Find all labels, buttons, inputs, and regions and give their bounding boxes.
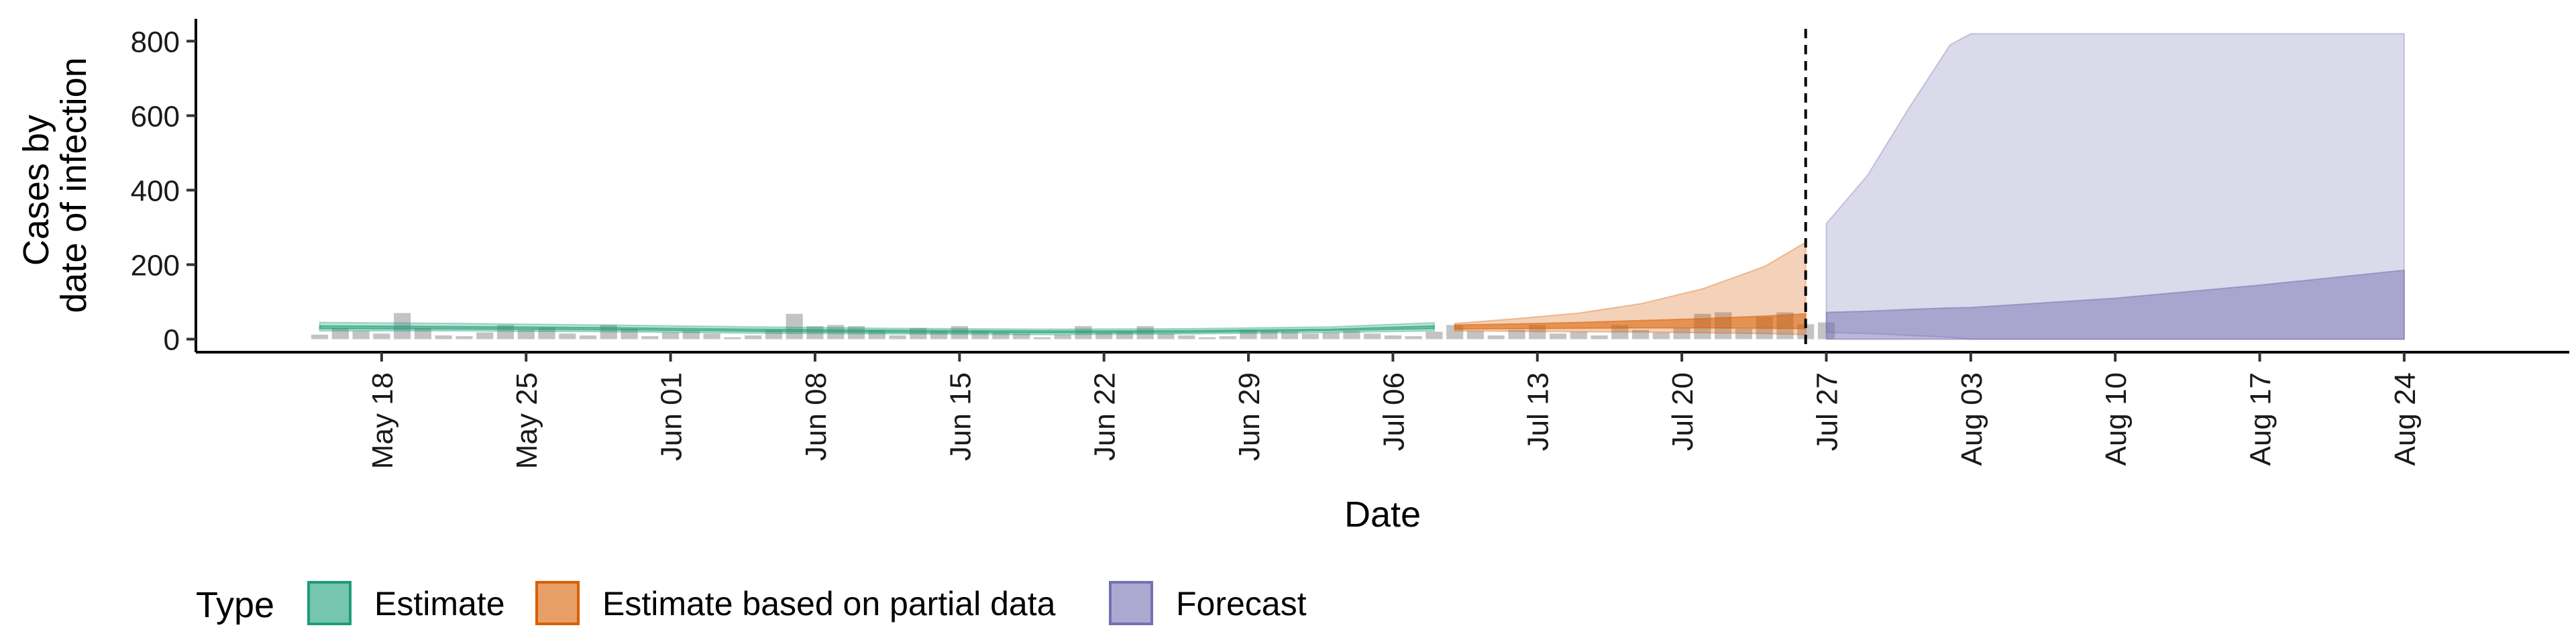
legend-title: Type bbox=[196, 585, 274, 625]
reported-cases-bar bbox=[1178, 335, 1195, 339]
legend-key-estimate-based-on-partial-data bbox=[535, 581, 580, 625]
y-tick-label: 400 bbox=[131, 174, 180, 207]
reported-cases-bar bbox=[661, 332, 680, 339]
reported-cases-bar bbox=[1735, 329, 1753, 339]
reported-cases-bar bbox=[641, 336, 659, 339]
reported-cases-bar bbox=[1157, 333, 1175, 339]
y-axis-title-line-2: date of infection bbox=[54, 57, 94, 313]
estimate-inner-band bbox=[319, 325, 1435, 334]
reported-cases-bar bbox=[703, 333, 720, 339]
reported-cases-bar bbox=[1673, 327, 1690, 339]
reported-cases-bar bbox=[992, 332, 1010, 339]
reported-cases-bar bbox=[352, 331, 370, 339]
reported-cases-bar bbox=[1364, 333, 1381, 339]
reported-cases-bar bbox=[373, 333, 390, 339]
axes bbox=[195, 19, 2569, 354]
reported-cases-bar bbox=[435, 335, 452, 339]
legend-label-forecast: Forecast bbox=[1176, 585, 1307, 623]
x-tick-label: Aug 10 bbox=[2100, 372, 2133, 466]
x-tick-label: Jun 29 bbox=[1233, 372, 1266, 461]
reported-cases-bar bbox=[1054, 334, 1071, 339]
y-tick-label: 600 bbox=[131, 100, 180, 133]
reported-cases-bar bbox=[517, 329, 535, 339]
reported-cases-bar bbox=[1301, 333, 1319, 339]
reported-cases-bar bbox=[786, 313, 803, 339]
reported-cases-bar bbox=[724, 337, 741, 339]
reported-cases-bar bbox=[311, 334, 329, 339]
x-tick-label: Jul 13 bbox=[1522, 372, 1555, 451]
x-tick-label: Jun 08 bbox=[800, 372, 833, 461]
reported-cases-bar bbox=[579, 335, 597, 339]
reported-cases-bar bbox=[455, 336, 473, 339]
y-axis-title: Cases by date of infection bbox=[16, 57, 94, 313]
reported-cases-bar bbox=[1466, 331, 1485, 339]
reported-cases-bar bbox=[1095, 332, 1113, 339]
legend-key-forecast bbox=[1109, 581, 1153, 625]
reported-cases-bar bbox=[331, 327, 349, 339]
legend-label-estimate-based-on-partial-data: Estimate based on partial data bbox=[602, 585, 1056, 623]
y-tick-label: 800 bbox=[131, 25, 180, 58]
x-tick-label: Jul 27 bbox=[1811, 372, 1843, 451]
reported-cases-bar bbox=[1405, 336, 1422, 339]
reported-cases-bar bbox=[1322, 332, 1340, 339]
x-tick-label: May 18 bbox=[366, 372, 399, 469]
reported-cases-bar bbox=[1219, 336, 1236, 339]
reported-cases-bar bbox=[1508, 329, 1525, 339]
x-tick-label: Aug 03 bbox=[1955, 372, 1988, 466]
x-tick-label: Jun 22 bbox=[1089, 372, 1122, 461]
reported-cases-bar bbox=[1198, 337, 1216, 339]
reported-cases-bar bbox=[1591, 335, 1608, 339]
estimate-based-on-partial-data-outer-band bbox=[1454, 241, 1807, 335]
reported-cases-bar bbox=[1384, 335, 1401, 339]
x-tick-label: Jun 01 bbox=[655, 372, 688, 461]
y-tick-label: 200 bbox=[131, 250, 180, 282]
x-tick-label: Aug 24 bbox=[2389, 372, 2422, 466]
reported-cases-bar bbox=[1116, 331, 1134, 339]
x-axis-title: Date bbox=[1344, 494, 1421, 535]
reported-cases-bar bbox=[1281, 331, 1299, 339]
reported-cases-bar bbox=[1343, 331, 1360, 339]
x-axis-ticks: May 18 May 25 Jun 01 Jun 08 Jun 15 Jun 22 Jun … bbox=[366, 352, 2422, 469]
reported-cases-bar bbox=[1549, 333, 1567, 339]
reported-cases-bar bbox=[476, 332, 494, 339]
legend-items: Estimate Estimate based on partial data Fo… bbox=[307, 581, 1307, 625]
x-tick-label: Aug 17 bbox=[2245, 372, 2277, 466]
reported-cases-bar bbox=[1487, 335, 1505, 339]
legend-label-estimate: Estimate bbox=[374, 585, 505, 623]
x-tick-label: Jun 15 bbox=[944, 372, 977, 461]
reported-cases-bar bbox=[1012, 333, 1030, 339]
reported-cases-bar bbox=[559, 333, 576, 339]
legend-key-estimate bbox=[307, 581, 352, 625]
forecast-inner-band bbox=[1825, 269, 2405, 340]
reported-cases-bar bbox=[1631, 329, 1650, 339]
y-axis-ticks: 0 200 400 600 800 bbox=[131, 25, 196, 357]
reported-cases-bar bbox=[1033, 337, 1051, 339]
estimate-based-on-partial-data-inner-band bbox=[1454, 313, 1807, 330]
reported-cases-bar bbox=[1652, 332, 1670, 339]
x-tick-label: Jul 20 bbox=[1666, 372, 1699, 451]
reported-cases-bar bbox=[414, 327, 432, 339]
reported-cases-bar bbox=[621, 329, 638, 339]
legend: Type Estimate Estimate based on partial d… bbox=[196, 581, 1307, 625]
x-tick-label: May 25 bbox=[511, 372, 543, 469]
reported-cases-bar bbox=[682, 331, 700, 339]
reported-cases-bar bbox=[889, 335, 906, 339]
y-axis-title-line-1: Cases by bbox=[16, 115, 56, 266]
plot-area bbox=[311, 29, 2405, 349]
reported-cases-bar bbox=[745, 335, 762, 339]
reported-cases-bar bbox=[1570, 331, 1587, 339]
x-tick-label: Jul 06 bbox=[1377, 372, 1410, 451]
reported-cases-bar bbox=[1260, 331, 1278, 339]
y-tick-label: 0 bbox=[164, 324, 180, 357]
reported-cases-bar bbox=[1426, 331, 1443, 339]
